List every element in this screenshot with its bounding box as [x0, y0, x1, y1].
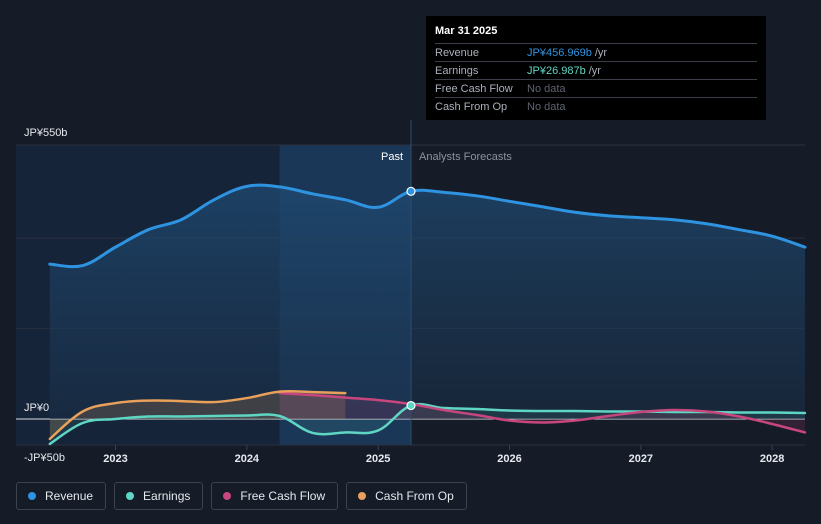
legend-cash-from-op[interactable]: Cash From Op: [346, 482, 467, 510]
x-tick-label: 2026: [497, 453, 521, 465]
free-cash-flow-line: [278, 391, 807, 434]
tooltip-revenue-label: Revenue: [435, 46, 480, 59]
x-tick-label: 2028: [760, 453, 784, 465]
tooltip-row-earnings: Earnings JP¥26.987b /yr: [435, 61, 757, 79]
y-tick-label: -JP¥50b: [24, 452, 65, 464]
series-lines: [48, 183, 807, 446]
past-label: Past: [381, 151, 403, 163]
cash-from-op-dot-icon: [358, 492, 367, 500]
tooltip-cfo-label: Cash From Op: [435, 100, 508, 113]
tooltip-fcf-label: Free Cash Flow: [435, 82, 513, 95]
legend-free-cash-flow[interactable]: Free Cash Flow: [211, 482, 339, 510]
tooltip-row-free-cash-flow: Free Cash Flow No data: [435, 79, 757, 97]
tooltip-earnings-label: Earnings: [435, 64, 479, 77]
legend-earnings-label: Earnings: [143, 489, 191, 503]
tooltip-revenue-unit: /yr: [594, 46, 608, 59]
legend-revenue-label: Revenue: [45, 489, 94, 503]
legend-earnings[interactable]: Earnings: [114, 482, 204, 510]
tooltip-date: Mar 31 2025: [435, 25, 498, 37]
free-cash-flow-dot-icon: [223, 492, 232, 500]
tooltip-cfo-value: No data: [527, 100, 566, 113]
earnings-marker: [406, 400, 416, 411]
legend-cash-from-op-label: Cash From Op: [375, 489, 454, 503]
earnings-dot-icon: [126, 492, 135, 500]
y-tick-label: JP¥0: [24, 402, 49, 414]
earnings-line: [48, 402, 807, 446]
legend-revenue[interactable]: Revenue: [16, 482, 107, 510]
tooltip-row-cash-from-op: Cash From Op No data: [435, 97, 757, 115]
revenue-area: [49, 185, 806, 419]
x-tick-label: 2023: [103, 453, 127, 465]
tooltip-earnings-unit: /yr: [588, 64, 601, 77]
x-axis-labels: 2023 2024 2025 2026 2027 2028: [103, 445, 784, 465]
legend: Revenue Earnings Free Cash Flow Cash Fro…: [16, 482, 467, 510]
cash-from-op-line: [48, 389, 347, 441]
revenue-line: [48, 183, 807, 269]
legend-free-cash-flow-label: Free Cash Flow: [240, 489, 326, 503]
forecast-label: Analysts Forecasts: [419, 151, 512, 163]
x-tick-label: 2024: [235, 453, 260, 465]
x-tick-label: 2025: [366, 453, 390, 465]
revenue-marker: [406, 186, 416, 196]
x-tick-label: 2027: [629, 453, 653, 465]
tooltip-earnings-value: JP¥26.987b: [527, 64, 586, 77]
y-tick-label: JP¥550b: [24, 127, 67, 139]
tooltip-row-revenue: Revenue JP¥456.969b /yr: [435, 43, 757, 61]
y-axis-labels: JP¥550b JP¥0 -JP¥50b: [24, 127, 67, 464]
hover-markers: [406, 186, 416, 411]
revenue-dot-icon: [28, 492, 36, 500]
tooltip-revenue-value: JP¥456.969b: [527, 46, 592, 59]
tooltip: Mar 31 2025 Revenue JP¥456.969b /yr Earn…: [426, 16, 766, 120]
tooltip-fcf-value: No data: [527, 82, 566, 95]
